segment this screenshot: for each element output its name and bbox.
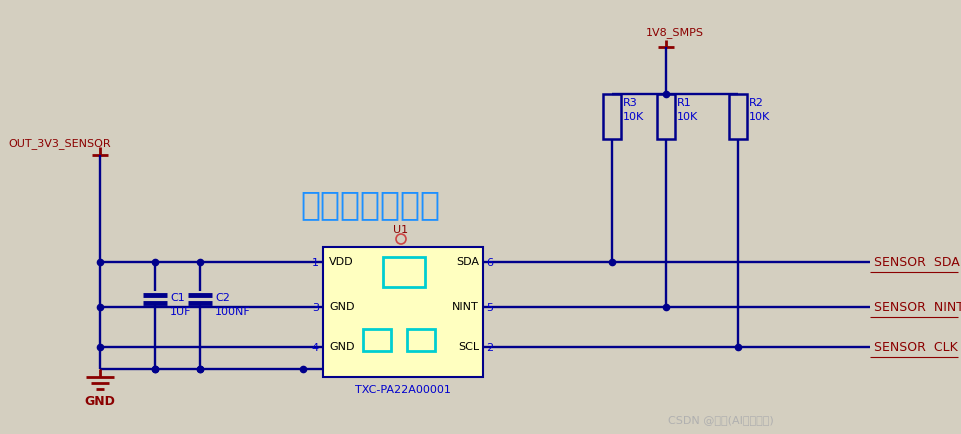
Text: VDD: VDD <box>329 256 354 266</box>
Text: GND: GND <box>329 341 355 351</box>
Text: 3: 3 <box>312 302 319 312</box>
Text: NINT: NINT <box>453 301 479 311</box>
Text: 1: 1 <box>312 257 319 267</box>
Bar <box>729 95 747 140</box>
Bar <box>323 247 483 377</box>
Text: OUT_3V3_SENSOR: OUT_3V3_SENSOR <box>8 138 111 149</box>
Text: 5: 5 <box>486 302 493 312</box>
Text: R1: R1 <box>677 98 692 108</box>
Text: SENSOR  CLK: SENSOR CLK <box>874 341 958 354</box>
Text: 10K: 10K <box>623 112 644 122</box>
Text: 6: 6 <box>486 257 493 267</box>
Bar <box>363 329 391 351</box>
Text: 2: 2 <box>486 342 493 352</box>
Text: 1V8_SMPS: 1V8_SMPS <box>646 27 704 38</box>
Text: SDA: SDA <box>456 256 479 266</box>
Text: R3: R3 <box>623 98 638 108</box>
Text: SCL: SCL <box>457 341 479 351</box>
Text: 10K: 10K <box>677 112 699 122</box>
Text: 10K: 10K <box>749 112 771 122</box>
Text: GND: GND <box>329 301 355 311</box>
Bar <box>657 95 675 140</box>
Text: SENSOR  SDA: SENSOR SDA <box>874 256 960 269</box>
Text: GND: GND <box>85 395 115 408</box>
Text: 光学接近传感器: 光学接近传感器 <box>300 188 440 221</box>
Text: 1UF: 1UF <box>170 306 191 316</box>
Text: SENSOR  NINT: SENSOR NINT <box>874 301 961 314</box>
Text: 100NF: 100NF <box>215 306 251 316</box>
Bar <box>383 257 425 287</box>
Text: C1: C1 <box>170 293 185 302</box>
Bar <box>603 95 621 140</box>
Text: CSDN @周龙(AI湖湘学派): CSDN @周龙(AI湖湘学派) <box>668 414 774 424</box>
Bar <box>407 329 435 351</box>
Text: 4: 4 <box>312 342 319 352</box>
Text: C2: C2 <box>215 293 230 302</box>
Text: U1: U1 <box>393 224 408 234</box>
Text: TXC-PA22A00001: TXC-PA22A00001 <box>355 384 451 394</box>
Text: R2: R2 <box>749 98 764 108</box>
